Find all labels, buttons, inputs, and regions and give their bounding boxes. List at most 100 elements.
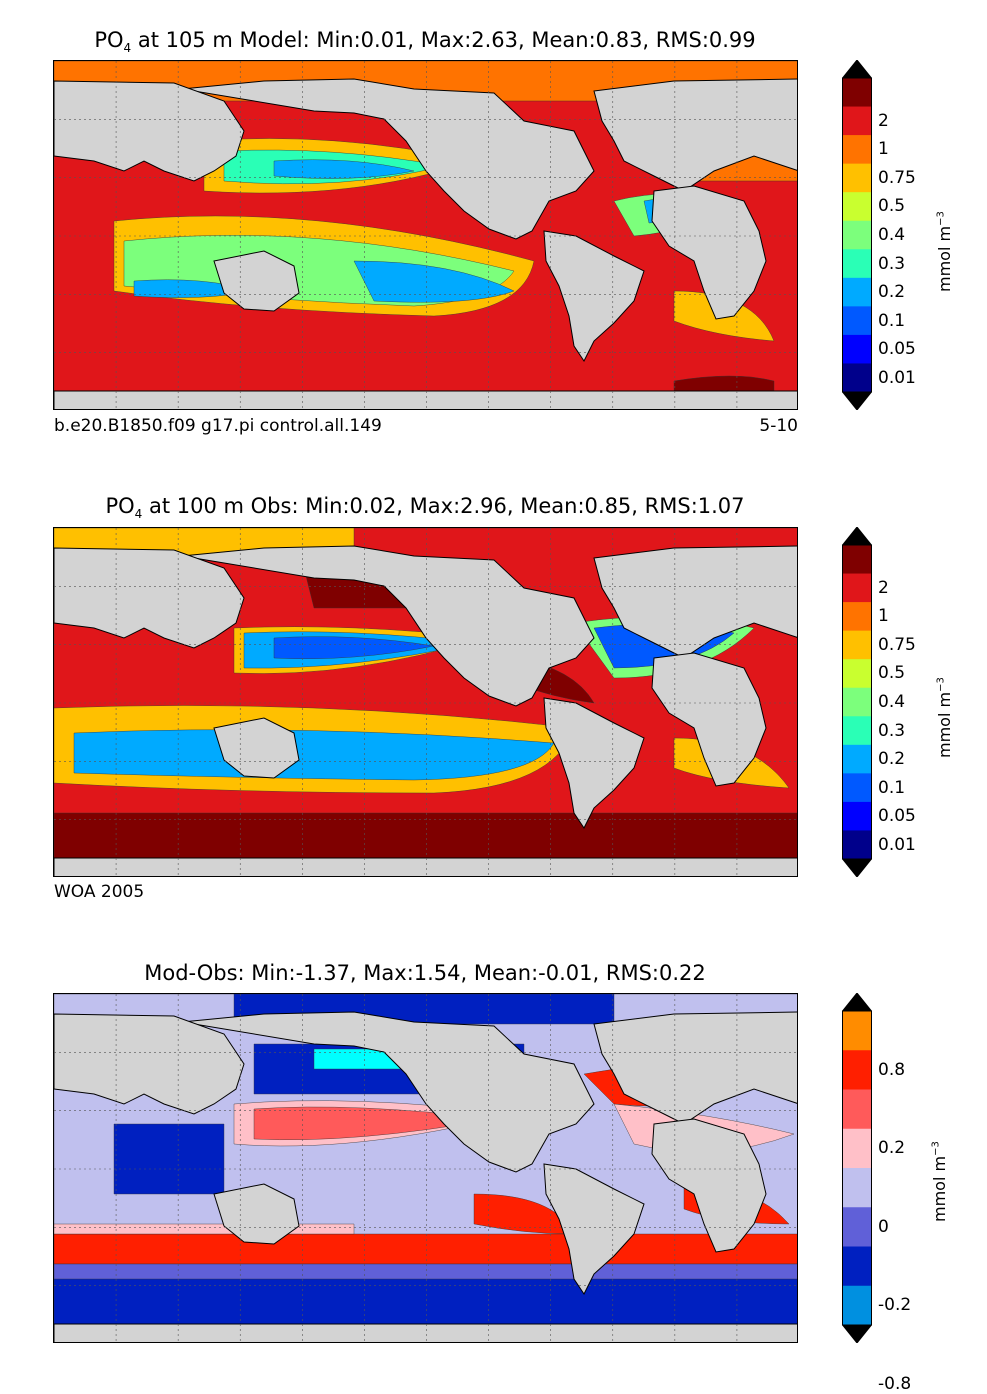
unit-exponent: −3 (935, 211, 947, 226)
source-caption: WOA 2005 (54, 882, 145, 902)
colorbar-tick-label: 0.2 (878, 749, 906, 770)
land-mass (543, 697, 645, 829)
colorbar-tick-label: 0 (878, 1216, 889, 1237)
colorbar-tick-label: 0.8 (878, 1059, 906, 1080)
colorbar (842, 527, 872, 877)
land-mass (181, 545, 595, 707)
colorbar-segment (842, 192, 872, 222)
colorbar (842, 60, 872, 410)
colorbar-segment (842, 277, 872, 307)
map-svg (54, 994, 797, 1342)
colorbar-tick-label: 0.01 (878, 834, 916, 855)
colorbar-extend-max (842, 60, 872, 79)
land-mass (213, 717, 300, 779)
colorbar-tick-label: 0.75 (878, 634, 916, 655)
map-svg (54, 528, 797, 876)
land-mass (54, 80, 245, 182)
colorbar-segment (842, 630, 872, 660)
map-plot (53, 527, 798, 877)
land-mass (54, 1013, 245, 1115)
colorbar-extend-max (842, 993, 872, 1012)
land-mass (54, 857, 797, 876)
colorbar-extend-min (842, 1324, 872, 1343)
colorbar-segment (842, 1207, 872, 1247)
land-mass (593, 1011, 797, 1125)
colorbar-segment (842, 1246, 872, 1287)
colorbar-svg (842, 527, 872, 877)
title-subscript: 4 (134, 507, 143, 522)
unit-text: mmol m (935, 225, 954, 292)
colorbar-segment (842, 1128, 872, 1169)
colorbar-frame (842, 1010, 872, 1326)
colorbar-tick-label: 0.4 (878, 692, 906, 712)
colorbar-tick-label: 0.05 (878, 339, 916, 360)
unit-exponent: −3 (930, 1141, 942, 1156)
title-subscript: 4 (123, 41, 132, 56)
colorbar-segment (842, 573, 872, 603)
colorbar-segment (842, 1050, 872, 1090)
colorbar-tick-label: 2 (878, 577, 889, 598)
colorbar-tick-label: 1 (878, 606, 889, 627)
colorbar-tick-label: 0.05 (878, 806, 916, 827)
colorbar-svg (842, 60, 872, 410)
colorbar-segment (842, 830, 872, 860)
colorbar-segment (842, 334, 872, 364)
colorbar-tick-label: 0.2 (878, 282, 906, 303)
colorbar-tick-label: 0.1 (878, 310, 906, 331)
colorbar-tick-label: -0.8 (878, 1373, 912, 1394)
land-mass (543, 230, 645, 362)
colorbar-segment (842, 249, 872, 279)
panel-title: PO4 at 105 m Model: Min:0.01, Max:2.63, … (0, 28, 850, 55)
colorbar-svg (842, 993, 872, 1343)
unit-exponent: −3 (935, 677, 947, 692)
colorbar-segment (842, 659, 872, 689)
land-mass (181, 1011, 595, 1173)
colorbar-segment (842, 773, 872, 803)
colorbar (842, 993, 872, 1343)
field-contour (353, 260, 515, 303)
colorbar-tick-label: 2 (878, 110, 889, 131)
land-mass (651, 652, 767, 787)
colorbar-segment (842, 78, 872, 108)
colorbar-frame (842, 77, 872, 393)
colorbar-segment (842, 306, 872, 336)
title-stats: at 100 m Obs: Min:0.02, Max:2.96, Mean:0… (148, 494, 745, 518)
colorbar-tick-label: 0.5 (878, 663, 906, 684)
years-caption: 5-10 (759, 416, 798, 436)
colorbar-segment (842, 1089, 872, 1130)
title-stats: at 105 m Model: Min:0.01, Max:2.63, Mean… (137, 28, 756, 52)
colorbar-segment (842, 602, 872, 632)
colorbar-tick-label: 0.4 (878, 225, 906, 245)
field-contour (54, 1263, 797, 1280)
land-mass (543, 1163, 645, 1295)
colorbar-segment (842, 545, 872, 575)
colorbar-segment (842, 135, 872, 165)
panel-title: Mod-Obs: Min:-1.37, Max:1.54, Mean:-0.01… (0, 961, 850, 985)
colorbar-segment (842, 1011, 872, 1051)
colorbar-segment (842, 1285, 872, 1326)
colorbar-unit-label: mmol m−3 (935, 211, 954, 292)
field-contour (113, 1123, 225, 1195)
colorbar-tick-label: 0.01 (878, 367, 916, 388)
colorbar-segment (842, 687, 872, 717)
field-contour (54, 1223, 355, 1235)
unit-text: mmol m (930, 1155, 949, 1222)
title-species: PO (105, 494, 135, 518)
colorbar-tick-label: 0.2 (878, 1138, 906, 1159)
land-mass (54, 390, 797, 409)
colorbar-segment (842, 801, 872, 831)
land-mass (651, 185, 767, 320)
colorbar-tick-label: 0.75 (878, 167, 916, 188)
colorbar-extend-min (842, 391, 872, 410)
colorbar-tick-label: -0.2 (878, 1295, 912, 1316)
colorbar-segment (842, 744, 872, 774)
colorbar-frame (842, 544, 872, 860)
colorbar-segment (842, 163, 872, 193)
colorbar-unit-label: mmol m−3 (935, 677, 954, 758)
colorbar-segment (842, 363, 872, 393)
land-mass (651, 1118, 767, 1253)
unit-text: mmol m (935, 691, 954, 758)
colorbar-segment (842, 1168, 872, 1208)
map-plot (53, 993, 798, 1343)
colorbar-tick-label: 0.3 (878, 253, 906, 274)
